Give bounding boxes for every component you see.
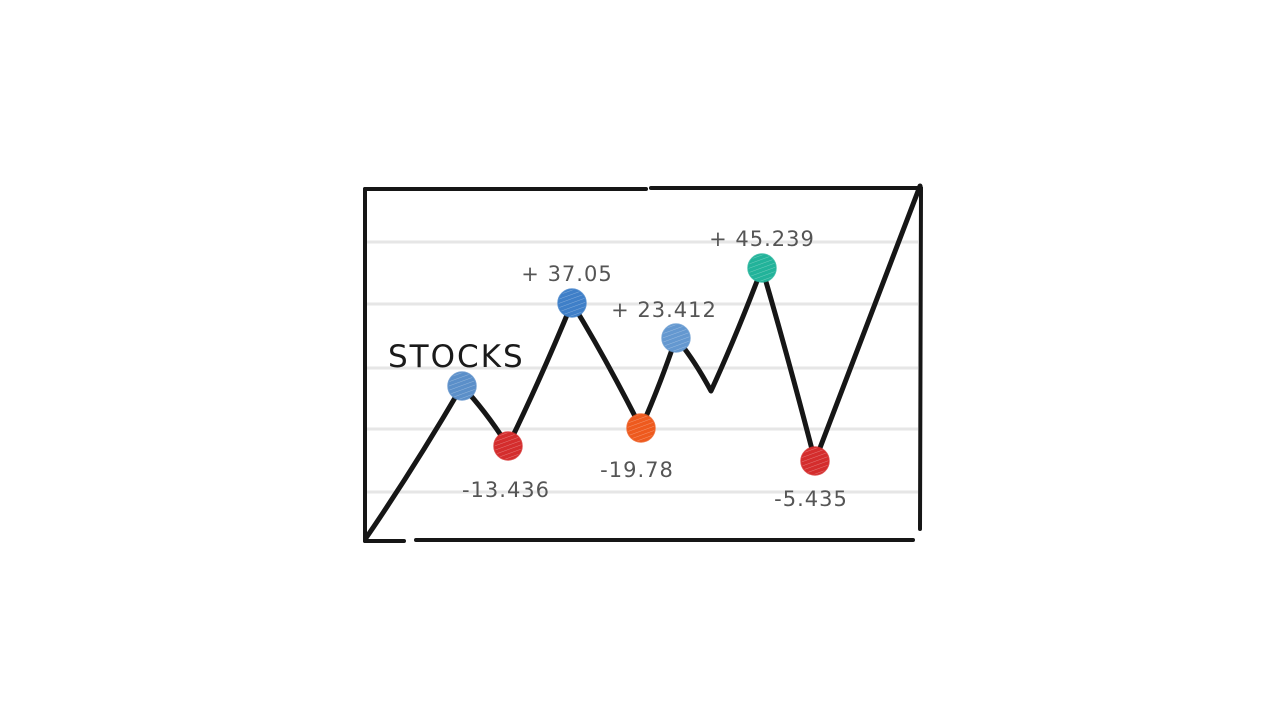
data-label-6: + 23.412 [611, 298, 717, 322]
frame-right [918, 186, 923, 531]
data-markers [447, 253, 830, 476]
data-point-6 [661, 323, 691, 353]
data-labels: -13.436 + 37.05 -19.78 + 23.412 + 45.239 -5.4… [462, 227, 848, 511]
data-point-4 [557, 288, 587, 318]
data-label-3: -13.436 [462, 478, 550, 502]
data-point-5 [626, 413, 656, 443]
data-point-3 [493, 431, 523, 461]
data-point-9 [800, 446, 830, 476]
data-point-8 [747, 253, 777, 283]
data-label-5: -19.78 [600, 458, 674, 482]
data-label-9: -5.435 [774, 487, 848, 511]
chart-title: STOCKS [388, 339, 525, 375]
data-label-8: + 45.239 [709, 227, 815, 251]
data-label-4: + 37.05 [521, 262, 612, 286]
chart-frame [363, 186, 923, 543]
data-point-2 [447, 371, 477, 401]
